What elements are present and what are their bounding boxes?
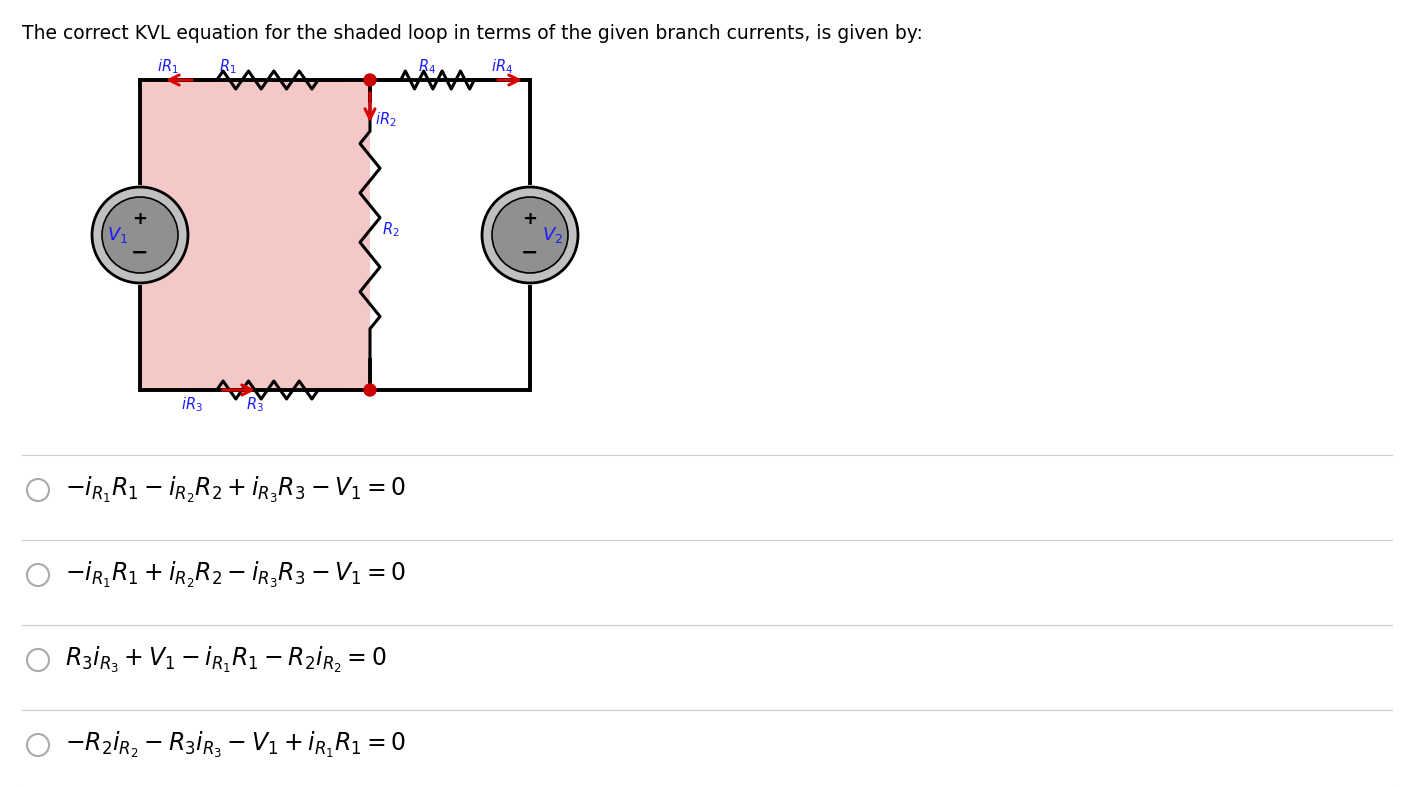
Text: −: − — [522, 243, 539, 263]
Text: The correct KVL equation for the shaded loop in terms of the given branch curren: The correct KVL equation for the shaded … — [23, 24, 923, 43]
Circle shape — [482, 187, 578, 283]
Text: $R_2$: $R_2$ — [382, 221, 400, 240]
Circle shape — [363, 74, 376, 86]
Text: $R_3 i_{R_3} + V_1 - i_{R_1} R_1 - R_2 i_{R_2} = 0$: $R_3 i_{R_3} + V_1 - i_{R_1} R_1 - R_2 i… — [65, 645, 386, 675]
Text: $-i_{R_1} R_1 + i_{R_2} R_2 - i_{R_3} R_3 - V_1 = 0$: $-i_{R_1} R_1 + i_{R_2} R_2 - i_{R_3} R_… — [65, 560, 406, 590]
Text: +: + — [133, 210, 147, 228]
Circle shape — [92, 187, 188, 283]
Text: $i R_2$: $i R_2$ — [375, 110, 396, 128]
Text: $i R_1$: $i R_1$ — [157, 58, 178, 76]
Text: $i R_3$: $i R_3$ — [181, 395, 204, 414]
Text: +: + — [523, 210, 537, 228]
Bar — [140, 80, 370, 390]
Text: $-i_{R_1} R_1 - i_{R_2} R_2 + i_{R_3} R_3 - V_1 = 0$: $-i_{R_1} R_1 - i_{R_2} R_2 + i_{R_3} R_… — [65, 475, 406, 505]
Text: $-R_2 i_{R_2} - R_3 i_{R_3} - V_1 + i_{R_1} R_1 = 0$: $-R_2 i_{R_2} - R_3 i_{R_3} - V_1 + i_{R… — [65, 730, 406, 760]
Text: −: − — [132, 243, 148, 263]
Circle shape — [363, 384, 376, 396]
Text: $R_3$: $R_3$ — [246, 395, 264, 414]
Text: $V_1$: $V_1$ — [107, 225, 129, 245]
Text: $R_1$: $R_1$ — [219, 58, 236, 76]
Text: $R_4$: $R_4$ — [419, 58, 436, 76]
Circle shape — [102, 197, 178, 273]
Text: $V_2$: $V_2$ — [542, 225, 563, 245]
Text: $i R_4$: $i R_4$ — [491, 58, 513, 76]
Circle shape — [492, 197, 568, 273]
